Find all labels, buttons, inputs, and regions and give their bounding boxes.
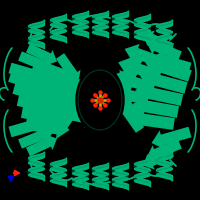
FancyArrow shape [133, 96, 179, 118]
FancyArrow shape [114, 89, 138, 119]
FancyArrow shape [32, 59, 75, 84]
FancyArrow shape [8, 70, 56, 97]
FancyArrow shape [12, 82, 60, 107]
FancyArrow shape [152, 127, 192, 149]
FancyArrow shape [140, 69, 188, 94]
FancyArrow shape [18, 126, 53, 149]
FancyArrow shape [143, 148, 174, 170]
FancyArrow shape [135, 82, 183, 106]
FancyArrow shape [8, 63, 48, 85]
FancyArrow shape [107, 83, 149, 105]
FancyArrow shape [26, 134, 57, 156]
FancyArrow shape [118, 57, 162, 81]
FancyArrow shape [125, 44, 168, 69]
FancyArrow shape [103, 96, 143, 117]
FancyArrow shape [26, 44, 57, 66]
FancyArrow shape [144, 55, 192, 82]
FancyArrow shape [21, 106, 67, 128]
FancyArrow shape [57, 107, 97, 128]
FancyArrow shape [56, 104, 81, 133]
FancyArrow shape [130, 109, 175, 130]
FancyArrow shape [62, 67, 85, 98]
FancyArrow shape [119, 104, 144, 133]
FancyArrow shape [152, 51, 192, 73]
FancyArrow shape [8, 115, 48, 137]
FancyArrow shape [67, 82, 89, 111]
FancyArrow shape [143, 30, 174, 52]
FancyArrow shape [147, 38, 182, 61]
FancyArrow shape [147, 139, 182, 162]
FancyArrow shape [111, 82, 133, 111]
FancyArrow shape [44, 83, 88, 106]
FancyArrow shape [119, 53, 144, 82]
FancyArrow shape [25, 118, 70, 139]
FancyArrow shape [56, 53, 81, 82]
FancyArrow shape [38, 71, 82, 95]
FancyArrow shape [17, 94, 65, 118]
FancyArrow shape [115, 68, 138, 98]
FancyArrow shape [51, 95, 93, 117]
Ellipse shape [76, 66, 124, 134]
FancyArrow shape [68, 78, 90, 106]
FancyArrow shape [18, 51, 53, 74]
FancyArrow shape [110, 78, 132, 106]
FancyArrow shape [62, 89, 86, 119]
FancyArrow shape [112, 70, 156, 93]
